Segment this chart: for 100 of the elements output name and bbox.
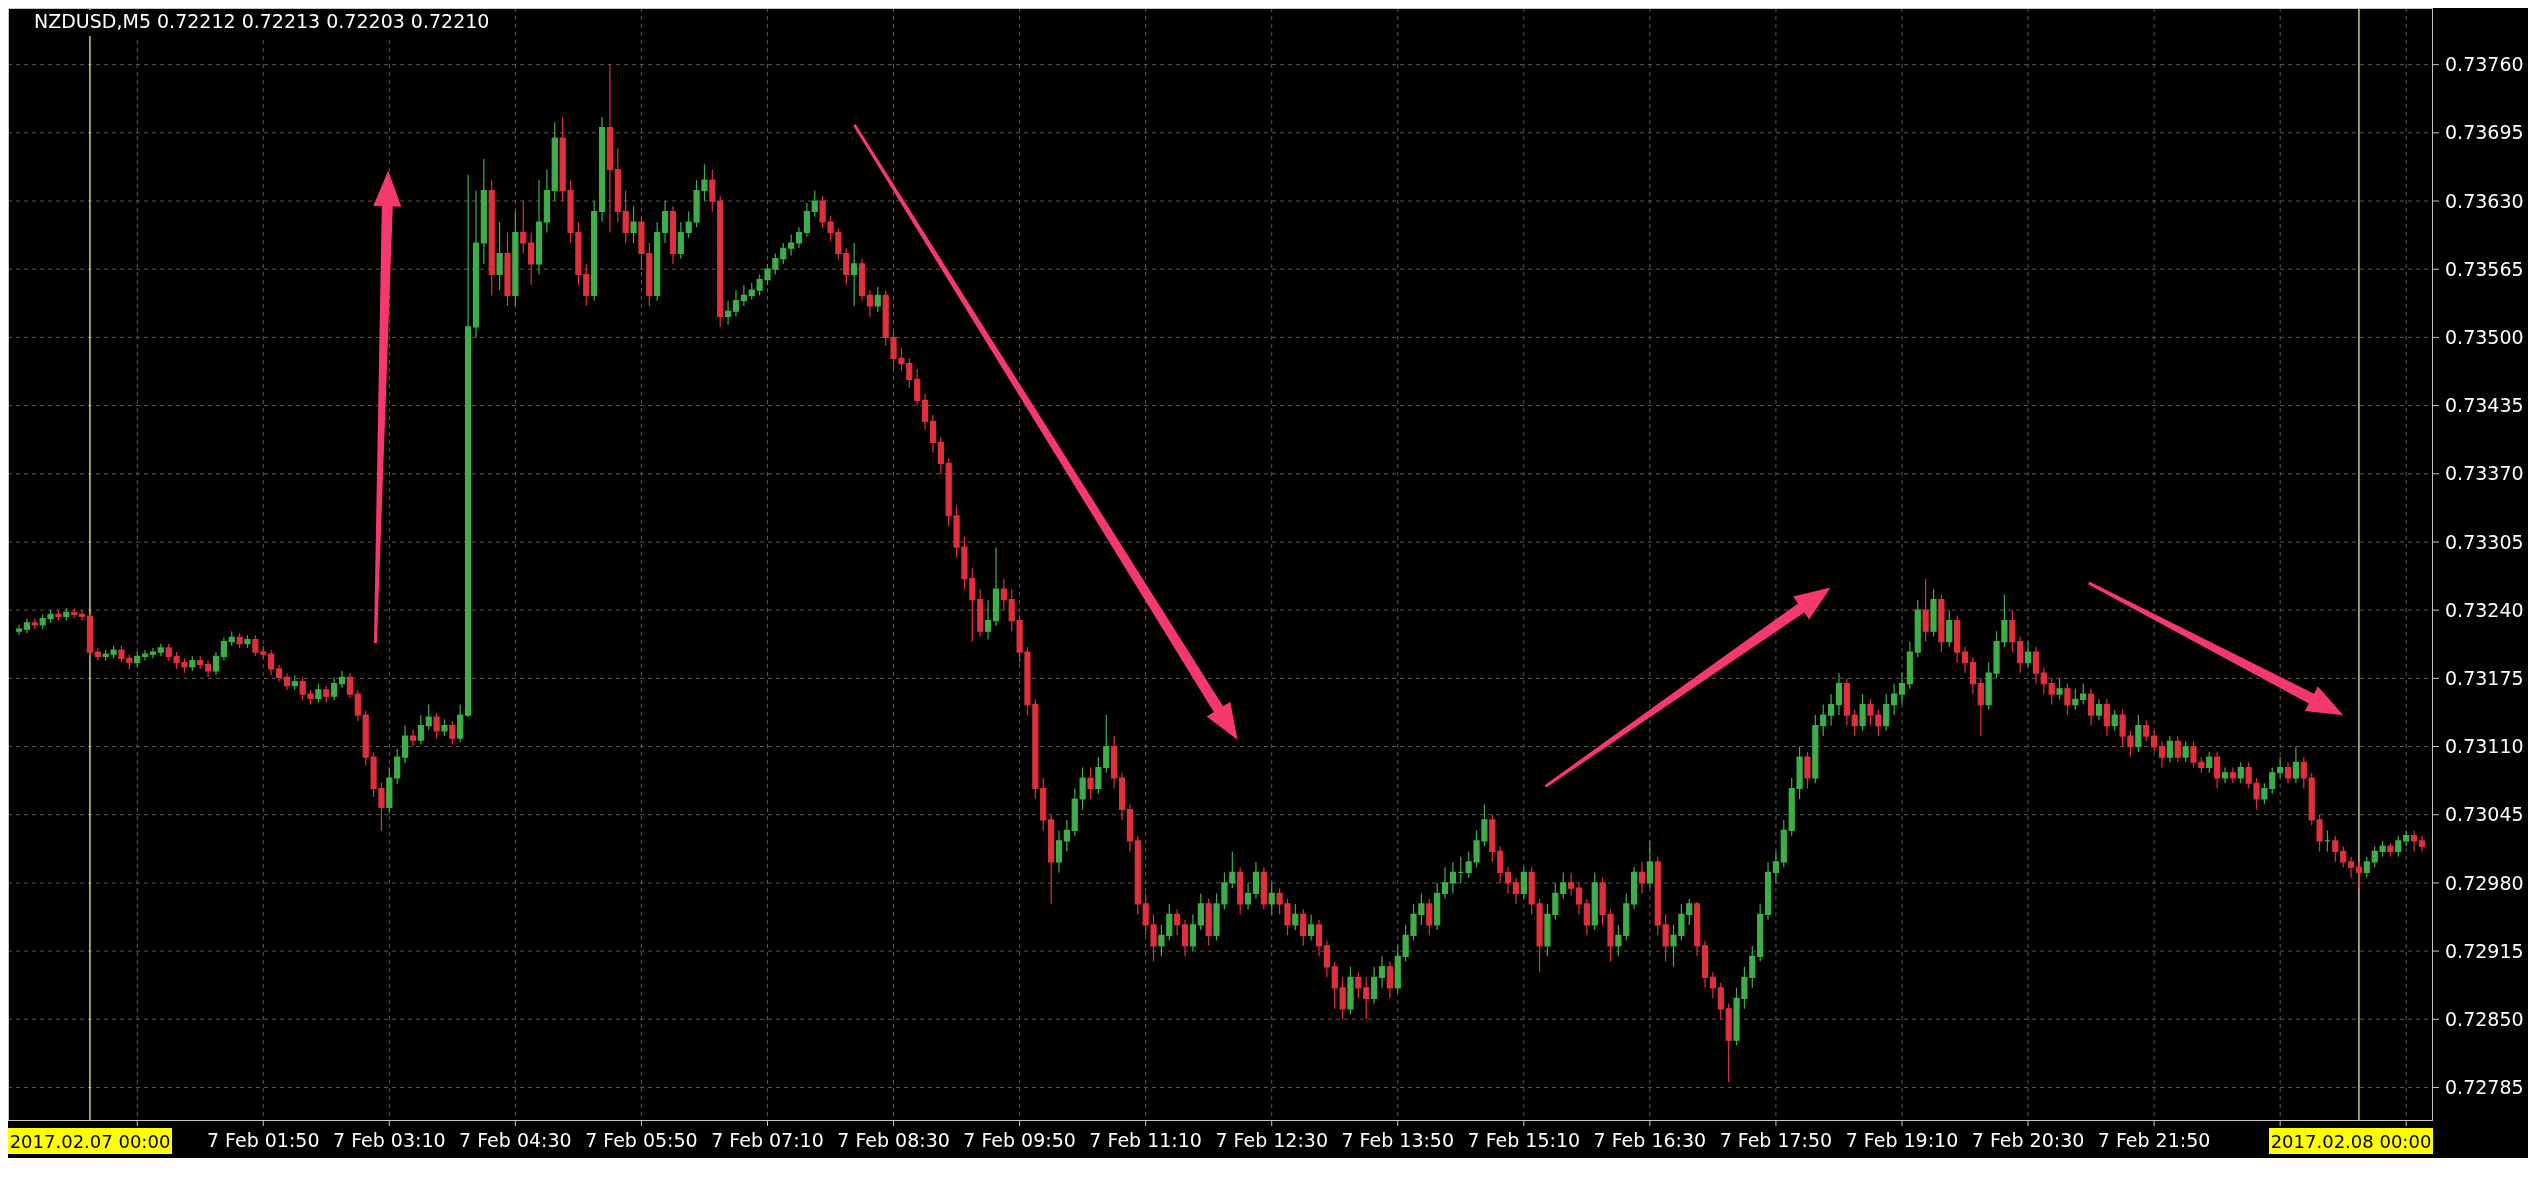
x-tick-label: 7 Feb 01:50 bbox=[206, 1129, 320, 1151]
candlestick bbox=[1764, 861, 1772, 921]
candlestick bbox=[709, 168, 716, 213]
candlestick bbox=[2095, 698, 2103, 721]
candlestick bbox=[338, 670, 346, 689]
candlestick bbox=[732, 289, 740, 318]
candlestick bbox=[1717, 981, 1724, 1020]
candlestick bbox=[2158, 740, 2166, 769]
candlestick bbox=[425, 703, 432, 731]
candlestick bbox=[2143, 719, 2150, 742]
candlestick bbox=[197, 655, 204, 670]
candlestick bbox=[1434, 882, 1441, 931]
candlestick bbox=[354, 689, 361, 722]
candlestick bbox=[1930, 588, 1937, 637]
candlestick bbox=[2064, 682, 2071, 716]
candlestick bbox=[1378, 955, 1386, 989]
candlestick bbox=[2347, 856, 2355, 879]
y-tick-label: 0.73435 bbox=[2445, 394, 2524, 417]
candlestick bbox=[543, 168, 550, 234]
candlestick bbox=[977, 588, 984, 637]
candlestick bbox=[1244, 882, 1252, 910]
candlestick bbox=[1646, 840, 1653, 889]
candlestick bbox=[31, 617, 38, 630]
candlestick bbox=[2024, 641, 2032, 669]
candlestick bbox=[803, 202, 810, 238]
y-tick-label: 0.73110 bbox=[2445, 735, 2524, 758]
candlestick bbox=[1386, 960, 1393, 999]
candlestick bbox=[2221, 766, 2229, 784]
candlestick bbox=[551, 121, 558, 202]
candlestick bbox=[1883, 693, 1890, 732]
candlestick bbox=[2087, 688, 2095, 727]
candlestick bbox=[315, 682, 322, 704]
candlestick bbox=[2032, 646, 2040, 685]
candlestick bbox=[598, 116, 606, 223]
y-tick-label: 0.72915 bbox=[2445, 939, 2524, 962]
candlestick bbox=[134, 651, 141, 668]
x-tick-label: 7 Feb 07:10 bbox=[711, 1129, 824, 1151]
candlestick bbox=[386, 766, 393, 815]
x-tick-label: 7 Feb 03:10 bbox=[333, 1129, 446, 1151]
candlestick bbox=[1300, 908, 1307, 947]
candlestick bbox=[2111, 709, 2118, 732]
candlestick bbox=[1426, 898, 1433, 936]
candlestick bbox=[1583, 898, 1590, 936]
x-tick-label: 7 Feb 19:10 bbox=[1845, 1129, 1959, 1151]
candlestick bbox=[2151, 730, 2158, 753]
candlestick bbox=[1520, 866, 1527, 900]
y-tick-label: 0.73045 bbox=[2445, 803, 2524, 826]
candlestick bbox=[1914, 599, 1921, 658]
candlestick bbox=[520, 200, 527, 255]
candlestick bbox=[86, 613, 94, 657]
candlestick bbox=[914, 368, 921, 407]
candlestick bbox=[2284, 761, 2292, 784]
candlestick bbox=[2340, 845, 2347, 868]
candlestick bbox=[2363, 856, 2370, 879]
candlestick bbox=[2056, 677, 2063, 700]
candlestick bbox=[496, 221, 503, 291]
candlestick bbox=[2072, 688, 2079, 711]
candlestick bbox=[1701, 940, 1709, 989]
candlestick bbox=[55, 609, 62, 622]
candlestick bbox=[2182, 740, 2189, 763]
candlestick bbox=[1055, 829, 1063, 874]
candlestick bbox=[433, 712, 440, 739]
candlestick bbox=[1252, 861, 1260, 900]
candlestick bbox=[212, 651, 220, 676]
candlestick bbox=[622, 189, 629, 244]
candlestick bbox=[788, 234, 795, 257]
ref-line-label: 2017.02.08 00:00 bbox=[2270, 1131, 2432, 1152]
candlestick bbox=[717, 195, 724, 328]
candlestick bbox=[677, 221, 684, 260]
candlestick bbox=[1709, 971, 1717, 999]
candlestick bbox=[15, 624, 23, 636]
candlestick bbox=[921, 393, 929, 431]
candlestick bbox=[669, 205, 677, 265]
candlestick bbox=[1504, 866, 1512, 894]
x-tick-label: 7 Feb 12:30 bbox=[1215, 1129, 1328, 1151]
candlestick bbox=[1757, 903, 1764, 963]
candlestick bbox=[1126, 803, 1133, 853]
candlestick bbox=[409, 729, 417, 748]
y-tick-label: 0.73565 bbox=[2445, 257, 2524, 280]
candlestick bbox=[661, 200, 669, 244]
ref-line-label: 2017.02.07 00:00 bbox=[9, 1131, 171, 1152]
candlestick bbox=[1237, 866, 1244, 915]
candlestick bbox=[1835, 672, 1843, 716]
candlestick bbox=[465, 174, 472, 718]
candlestick bbox=[2040, 667, 2047, 695]
candlestick bbox=[189, 655, 196, 672]
candlestick bbox=[141, 649, 149, 662]
candlestick bbox=[23, 617, 31, 634]
candlestick bbox=[1560, 871, 1567, 900]
y-tick-label: 0.73175 bbox=[2445, 667, 2524, 689]
candlestick bbox=[724, 300, 732, 326]
candlestick bbox=[1323, 940, 1330, 978]
candlestick bbox=[1497, 845, 1504, 884]
candlestick bbox=[220, 636, 227, 662]
candlestick bbox=[1804, 751, 1811, 790]
candlestick bbox=[1118, 772, 1126, 821]
candlestick bbox=[236, 632, 243, 649]
candlestick bbox=[2080, 682, 2087, 706]
candlestick bbox=[1961, 646, 1969, 674]
candlestick bbox=[1977, 677, 1984, 737]
